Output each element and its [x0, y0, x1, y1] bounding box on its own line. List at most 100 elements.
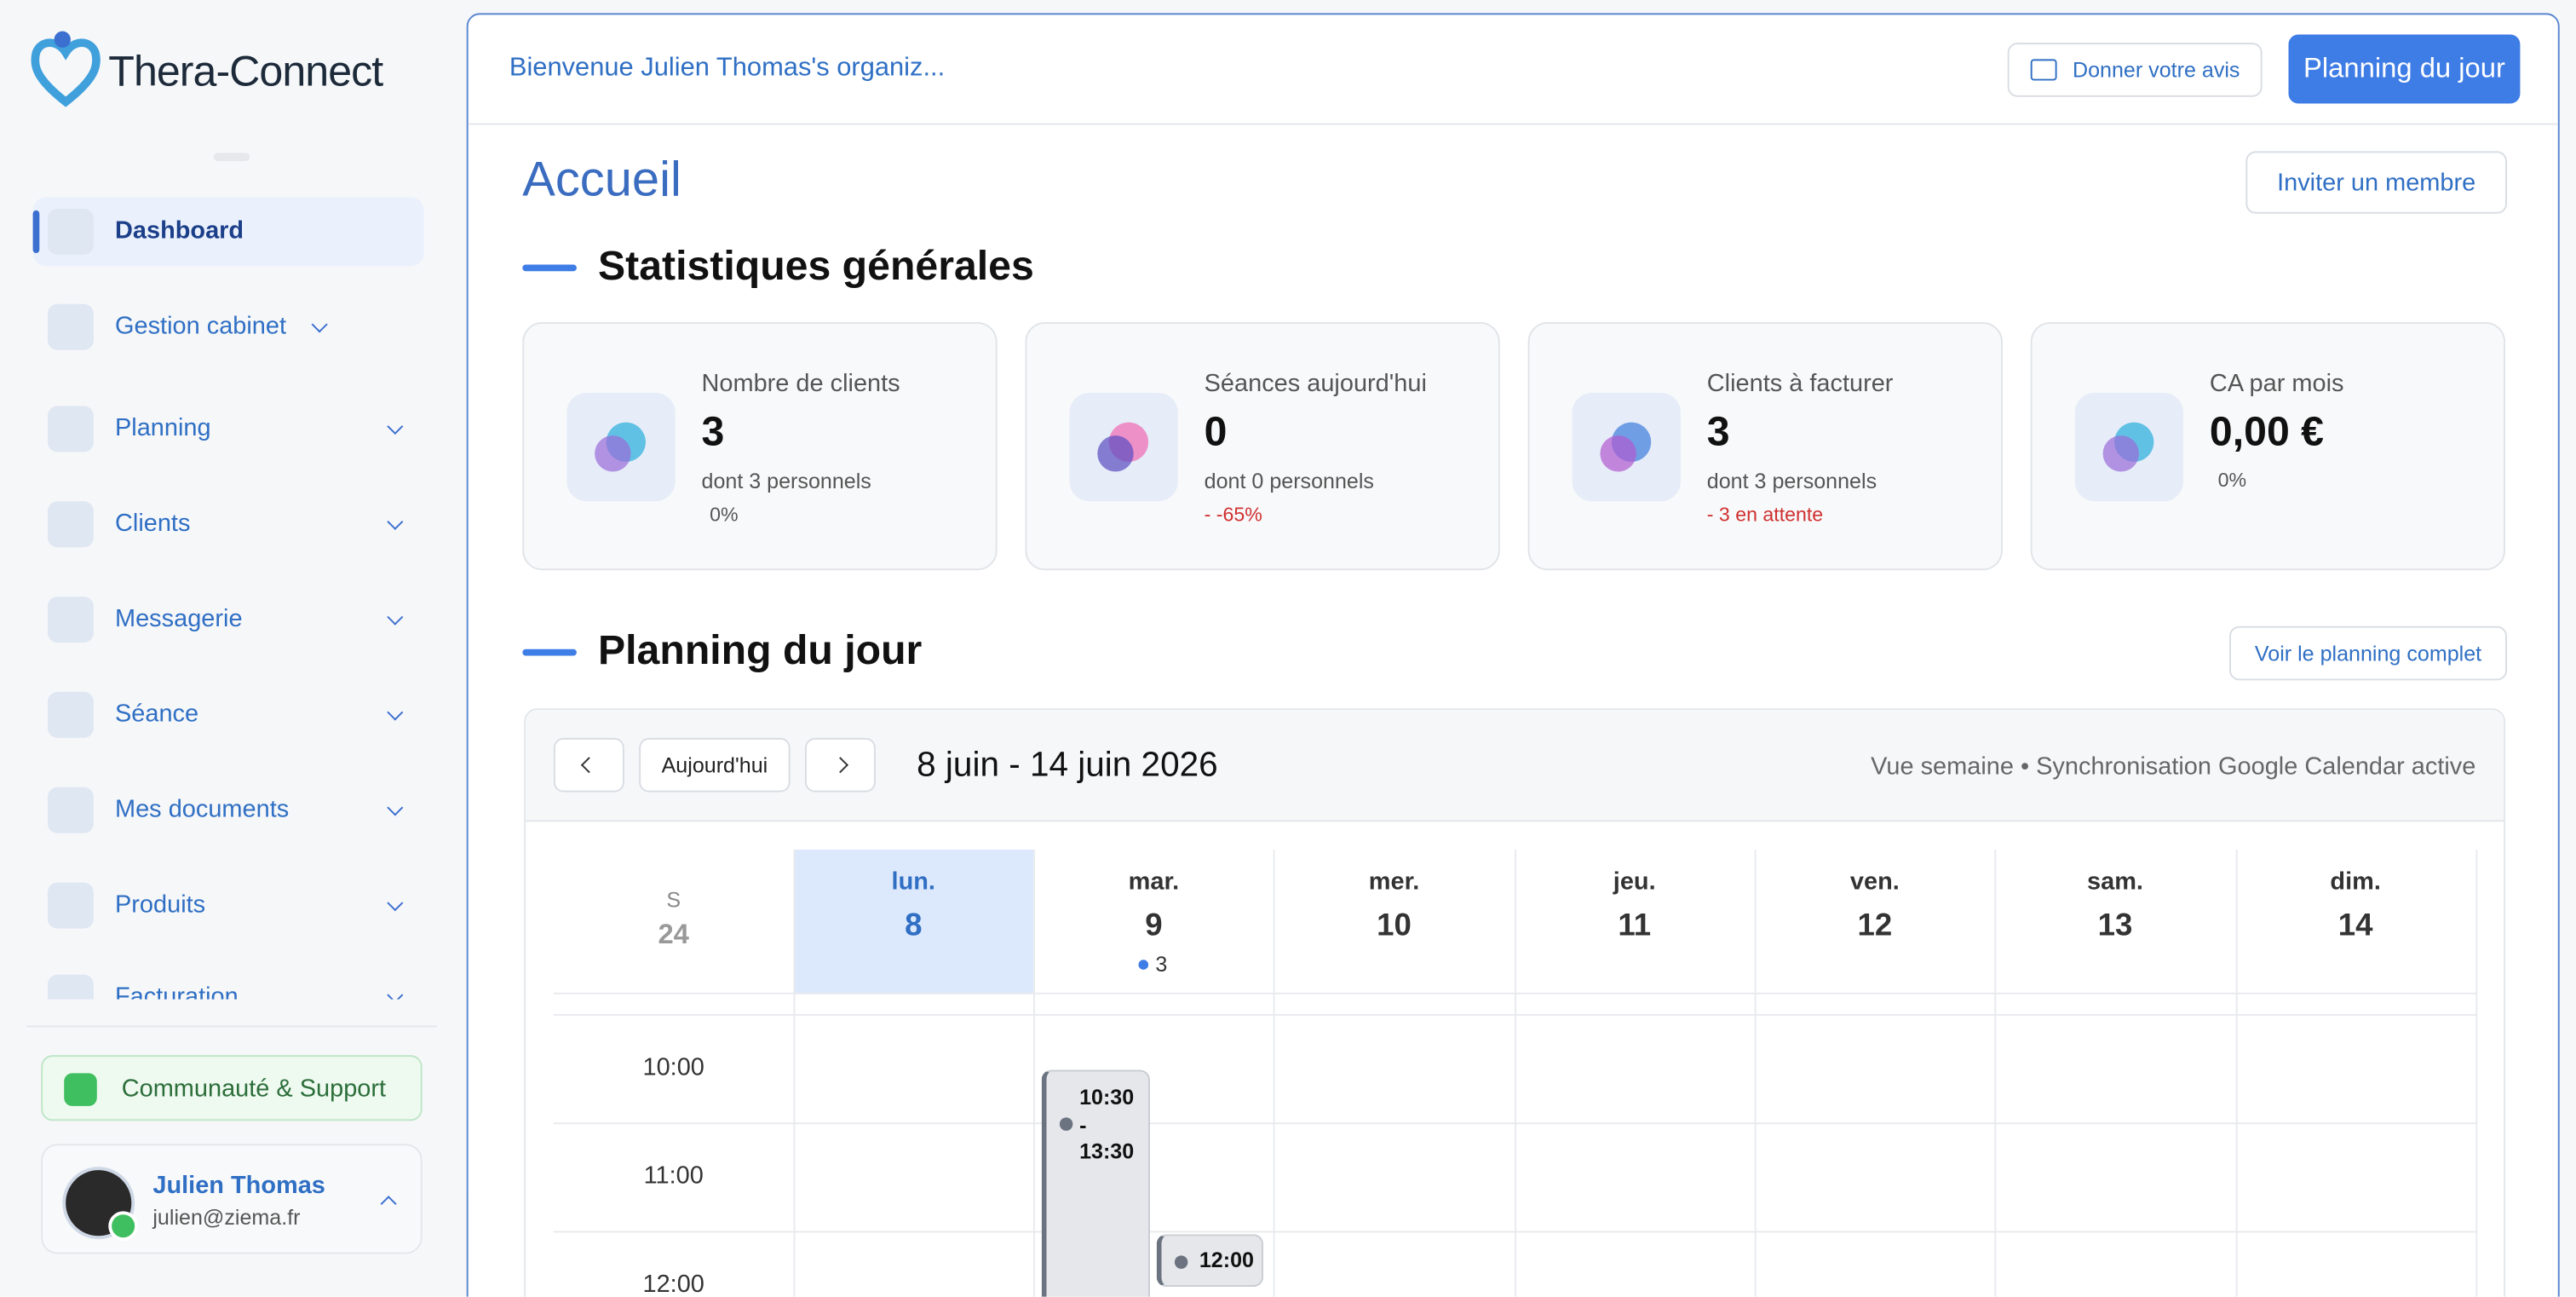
stat-card: CA par mois 0,00 € 0% [2030, 321, 2506, 571]
scroll-handle [213, 153, 250, 161]
col-line [1274, 850, 1276, 1297]
nav-icon [47, 406, 94, 453]
nav-item[interactable]: Planning [33, 395, 424, 464]
section-title: Statistiques générales [597, 243, 1034, 290]
time: 11:00 [643, 1162, 704, 1190]
user-email: julien@ziema.fr [152, 1204, 301, 1230]
stat-label: CA par mois [2209, 369, 2344, 398]
stat-sub: dont 3 personnels [701, 468, 871, 493]
day-name: dim. [2330, 868, 2381, 896]
nav-label: Facturation [114, 983, 239, 1000]
chevron [387, 704, 404, 721]
col-line [1514, 850, 1516, 1297]
stat-icon-b [1600, 435, 1636, 472]
nav-icon [47, 303, 94, 350]
nav-item[interactable]: Gestion cabinet [33, 292, 424, 361]
nav-item[interactable]: Séance [33, 680, 424, 749]
calendar: Aujourd'hui 8 juin - 14 juin 2026 Vue se… [524, 708, 2506, 1297]
day-number: 9 [1145, 908, 1163, 943]
stat-value: 0,00 € [2209, 409, 2324, 456]
full-planning-button[interactable]: Voir le planning complet [2229, 625, 2507, 681]
status [108, 1211, 138, 1242]
row-line [553, 1231, 2476, 1233]
user-card[interactable]: Julien Thomas julien@ziema.fr [41, 1144, 423, 1254]
section-bar [522, 648, 577, 656]
chevron [311, 316, 328, 333]
nav-item[interactable]: Produits [33, 871, 424, 940]
support[interactable]: Communauté & Support [41, 1055, 423, 1121]
day-number: 12 [1857, 908, 1893, 943]
stat-sub: dont 0 personnels [1204, 468, 1374, 493]
nav-item[interactable]: Mes documents [33, 775, 424, 844]
nav-item[interactable]: Dashboard [33, 197, 424, 266]
feedback-icon [2029, 59, 2056, 81]
page-title: Accueil [522, 153, 681, 207]
day-name: lun. [891, 868, 935, 896]
nav-label: Planning [114, 413, 211, 442]
stat-trend: 0% [2217, 468, 2247, 492]
stat-card: Clients à facturer 3 dont 3 personnels - 3 … [1527, 321, 2003, 571]
col-line [2475, 850, 2477, 1297]
chevron [387, 799, 404, 816]
day-number: 8 [905, 908, 923, 943]
nav-label: Produits [114, 891, 206, 919]
support-label: Communauté & Support [121, 1075, 387, 1104]
nav-label: Gestion cabinet [114, 312, 287, 341]
day-name: mer. [1368, 868, 1420, 896]
today-button[interactable]: Aujourd'hui [639, 737, 791, 793]
day-number: 14 [2337, 908, 2373, 943]
prev-button[interactable] [553, 737, 624, 793]
welcome: Bienvenue Julien Thomas's organiz... [509, 54, 946, 83]
nav-icon [47, 974, 94, 1000]
event-time: - [1079, 1111, 1087, 1137]
brand: Thera-Connect [108, 45, 383, 95]
stat-card: Séances aujourd'hui 0 dont 0 personnels - -… [1025, 321, 1500, 571]
stat-value: 3 [701, 409, 725, 456]
chevron [387, 513, 404, 530]
event-time: 12:00 [1199, 1247, 1254, 1272]
event-dot [1059, 1117, 1073, 1131]
planning-button[interactable]: Planning du jour [2288, 34, 2521, 104]
stat-label: Clients à facturer [1706, 369, 1894, 398]
nav-item[interactable]: Facturation [33, 963, 424, 1000]
feedback-button[interactable]: Donner votre avis [2007, 43, 2263, 97]
day-name: sam. [2087, 868, 2144, 896]
chevron [380, 1196, 397, 1213]
nav-icon [47, 882, 94, 929]
next-button[interactable] [804, 737, 876, 793]
row-line [553, 1013, 2476, 1016]
nav-icon [47, 208, 94, 255]
sidebar: Thera-Connect Dashboard Gestion cabinet Pl… [0, 0, 465, 1297]
nav-icon [47, 691, 94, 738]
event-dot [1174, 1255, 1188, 1269]
chevron [387, 987, 404, 1000]
day-name: mar. [1128, 868, 1180, 896]
nav-label: Messagerie [114, 604, 243, 633]
stat-icon-b [595, 435, 631, 472]
time: 10:00 [642, 1053, 704, 1081]
badge-dot [1139, 960, 1149, 970]
nav-icon [47, 597, 94, 643]
chevron [387, 418, 404, 435]
event[interactable]: 12:00 [1156, 1234, 1264, 1288]
invite-button[interactable]: Inviter un membre [2245, 151, 2507, 214]
feedback-label: Donner votre avis [2072, 57, 2240, 83]
section-title: Planning du jour [597, 627, 923, 674]
chevron [387, 608, 404, 625]
nav-item[interactable]: Messagerie [33, 585, 424, 654]
row-line [553, 992, 2476, 994]
active-bar [32, 210, 40, 253]
event-time: 10:30 [1079, 1084, 1135, 1110]
nav: Dashboard Gestion cabinet Planning Clients M… [0, 0, 465, 1000]
nav-label: Mes documents [114, 795, 290, 824]
nav-item[interactable]: Clients [33, 490, 424, 559]
time: 12:00 [642, 1270, 704, 1297]
stat-sub: dont 3 personnels [1706, 468, 1877, 493]
event[interactable]: 10:30-13:30 [1041, 1069, 1150, 1297]
calendar-info: Vue semaine • Synchronisation Google Cal… [1871, 752, 2476, 781]
badge: 3 [1155, 951, 1168, 977]
nav-label: Clients [114, 509, 191, 538]
header-line [468, 123, 2558, 125]
